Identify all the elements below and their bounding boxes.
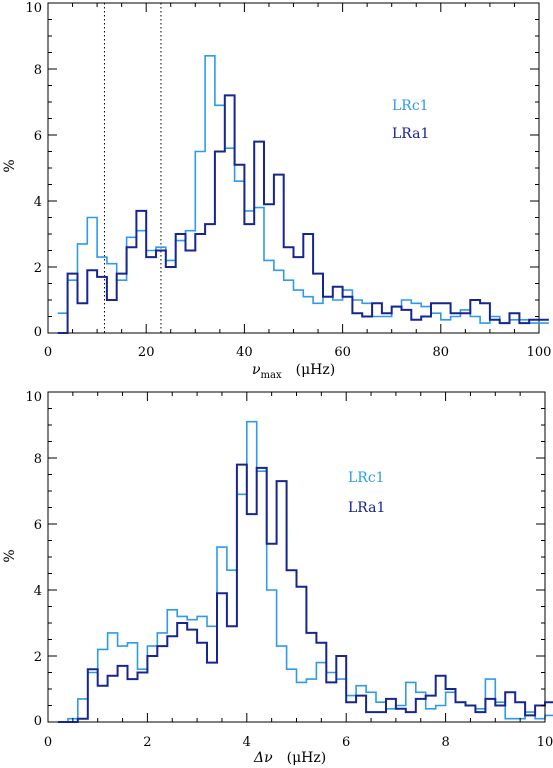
numax-histogram-panel: 0 20 40 60 80 100 0 2 4 6 8 10 LRc1 LRa1 % νmax (μHz… bbox=[2, 1, 551, 381]
legend-lra1: LRa1 bbox=[392, 126, 429, 142]
y-tick-label: 2 bbox=[34, 261, 42, 276]
x-tick-label: 2 bbox=[143, 735, 151, 750]
deltanu-x-label-unit: (μHz) bbox=[287, 750, 327, 766]
x-tick-label: 100 bbox=[527, 345, 552, 360]
y-tick-label: 4 bbox=[34, 195, 42, 210]
y-tick-label: 8 bbox=[34, 63, 42, 78]
series-lrc1-histogram bbox=[57, 55, 549, 324]
deltanu-y-axis-label: % bbox=[2, 549, 18, 562]
y-tick-label: 6 bbox=[34, 129, 42, 144]
numax-x-label-symbol: ν bbox=[252, 362, 261, 378]
x-tick-label: 0 bbox=[44, 735, 52, 750]
y-tick-label: 0 bbox=[34, 325, 42, 340]
y-tick-label: 6 bbox=[34, 518, 42, 533]
y-tick-label: 8 bbox=[34, 452, 42, 467]
x-tick-label: 60 bbox=[334, 345, 351, 360]
x-tick-label: 10 bbox=[537, 735, 553, 750]
deltanu-histogram-panel: 0 2 4 6 8 10 0 2 4 6 8 10 LRc1 LRa1 % Δν (μHz) bbox=[2, 390, 553, 766]
y-tick-label: 10 bbox=[25, 1, 42, 16]
numax-x-axis-label: νmax (μHz) bbox=[252, 362, 335, 381]
x-tick-label: 80 bbox=[433, 345, 450, 360]
series-lrc1-histogram bbox=[57, 420, 553, 723]
numax-x-label-subscript: max bbox=[261, 370, 282, 381]
series-lra1-histogram bbox=[57, 94, 549, 334]
x-tick-label: 40 bbox=[236, 345, 253, 360]
series-lra1-histogram bbox=[57, 463, 553, 723]
x-tick-label: 0 bbox=[44, 345, 52, 360]
x-tick-label: 20 bbox=[138, 345, 155, 360]
y-tick-label: 10 bbox=[25, 390, 42, 405]
legend-lra1: LRa1 bbox=[348, 500, 385, 516]
y-tick-label: 0 bbox=[34, 714, 42, 729]
numax-y-axis-label: % bbox=[2, 159, 18, 172]
x-tick-label: 8 bbox=[441, 735, 449, 750]
y-tick-label: 2 bbox=[34, 650, 42, 665]
x-tick-label: 4 bbox=[243, 735, 251, 750]
legend-lrc1: LRc1 bbox=[348, 470, 385, 486]
legend-lrc1: LRc1 bbox=[392, 98, 429, 114]
y-tick-label: 4 bbox=[34, 584, 42, 599]
deltanu-x-axis-label: Δν (μHz) bbox=[253, 750, 326, 766]
x-tick-label: 6 bbox=[342, 735, 350, 750]
deltanu-x-label-symbol: Δν bbox=[253, 750, 273, 766]
numax-x-label-unit: (μHz) bbox=[296, 362, 336, 378]
